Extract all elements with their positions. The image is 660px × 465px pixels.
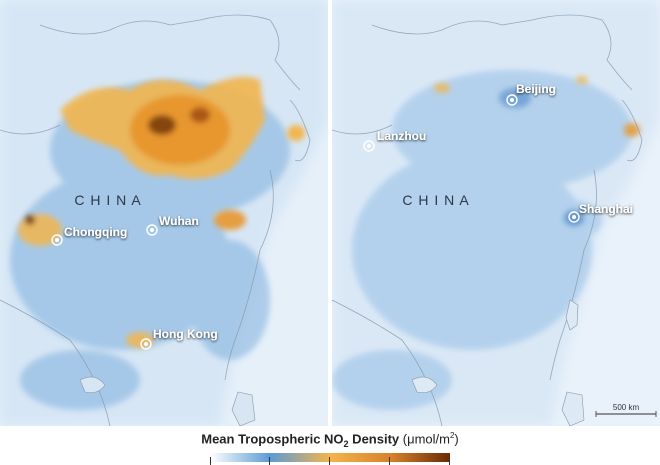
scale-bar: 500 km: [595, 403, 657, 417]
city-label: Lanzhou: [377, 129, 426, 143]
city-marker-beijing: Beijing: [506, 82, 556, 106]
legend-title: Mean Tropospheric NO2 Density (μmol/m2): [0, 431, 660, 449]
scale-bar-label: 500 km: [613, 403, 640, 412]
city-marker-hong-kong: Hong Kong: [140, 327, 218, 350]
country-label: C H I N A: [74, 192, 141, 208]
map-panel-before: C H I N A Chongqing Wuhan Hong Kong: [0, 0, 328, 426]
legend-title-main: Mean Tropospheric NO: [201, 431, 344, 447]
city-label: Beijing: [516, 82, 556, 96]
panel-divider: [328, 0, 332, 426]
city-label: Wuhan: [159, 214, 199, 228]
legend-unit-superscript: 2: [449, 431, 455, 440]
legend-title-rest: Density: [348, 431, 400, 447]
city-marker-chongqing: Chongqing: [51, 225, 127, 246]
legend-tick: [269, 457, 270, 465]
legend-tick: [389, 457, 390, 465]
legend-tick: [449, 457, 450, 465]
city-marker-shanghai: Shanghai: [568, 202, 633, 223]
city-marker-wuhan: Wuhan: [146, 214, 199, 236]
legend-tick: [329, 457, 330, 465]
legend-tick: [210, 457, 211, 465]
legend-title-subscript: 2: [343, 438, 349, 449]
map-after: C H I N A Beijing Lanzhou Shanghai 500 k…: [332, 0, 660, 426]
map-before: C H I N A Chongqing Wuhan Hong Kong: [0, 0, 328, 426]
city-label: Hong Kong: [153, 327, 218, 341]
country-label: C H I N A: [402, 192, 469, 208]
city-label: Shanghai: [579, 202, 633, 216]
city-label: Chongqing: [64, 225, 127, 239]
city-marker-lanzhou: Lanzhou: [363, 129, 426, 152]
map-panel-after: C H I N A Beijing Lanzhou Shanghai 500 k…: [332, 0, 660, 426]
legend-colorbar: [210, 453, 450, 462]
legend-unit-close: ): [454, 431, 459, 447]
legend-unit-open: (μmol/m: [399, 431, 450, 447]
legend: Mean Tropospheric NO2 Density (μmol/m2): [0, 426, 660, 465]
